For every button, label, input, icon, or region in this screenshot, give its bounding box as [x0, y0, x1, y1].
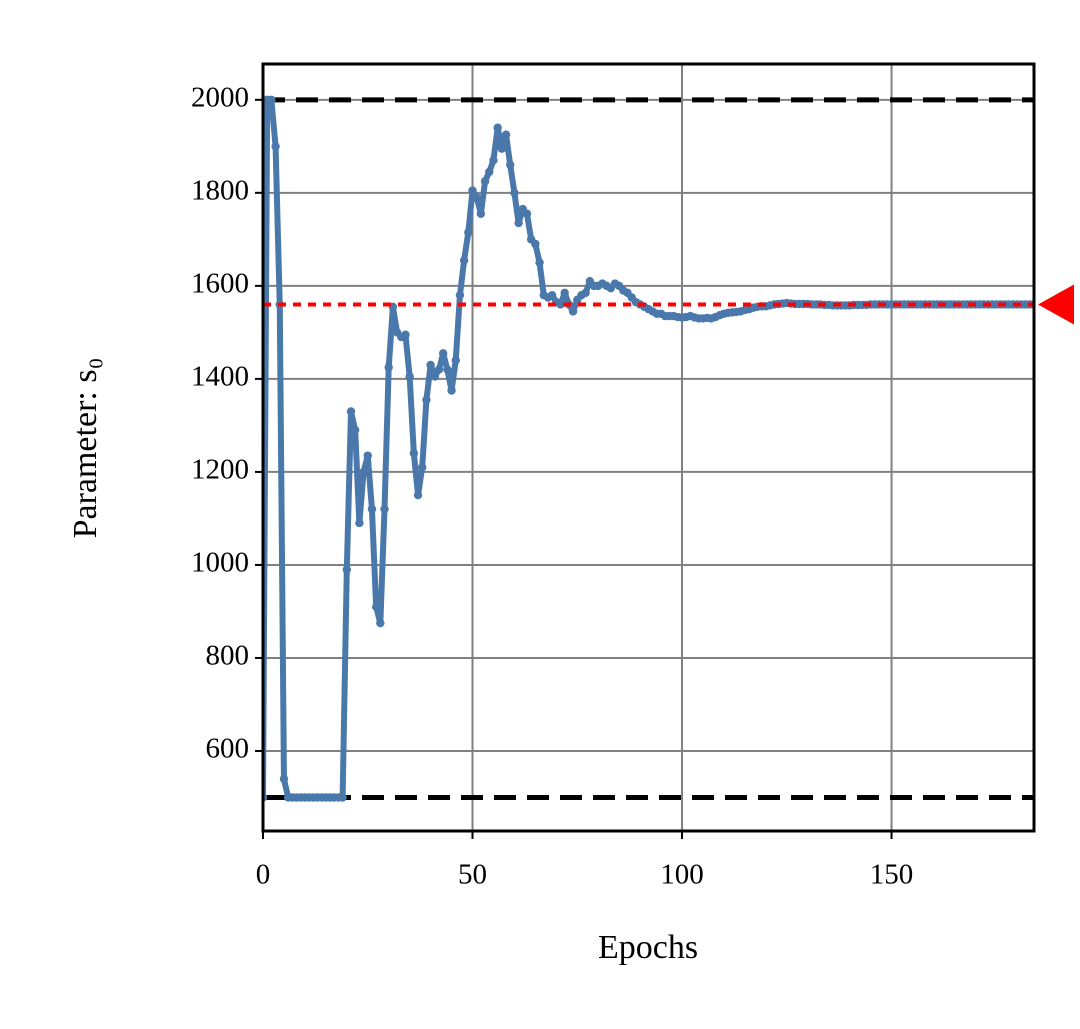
series-point: [367, 504, 377, 514]
series-point: [338, 793, 347, 802]
y-tick-label: 800: [206, 640, 250, 672]
series-point: [514, 218, 523, 228]
y-tick-label: 1800: [191, 174, 249, 206]
series-point: [413, 490, 423, 500]
series-point: [434, 365, 444, 374]
series-point: [363, 451, 372, 460]
series-point: [279, 774, 289, 784]
series-point: [380, 504, 389, 514]
series-point: [359, 467, 368, 477]
series-point: [376, 618, 385, 628]
y-tick-label: 600: [206, 733, 250, 765]
y-tick-label: 1400: [191, 361, 249, 393]
x-tick-label: 0: [256, 859, 271, 891]
series-point: [430, 372, 439, 381]
y-tick-label: 1200: [191, 454, 249, 486]
series-point: [371, 602, 381, 612]
series-point: [568, 307, 578, 316]
series-point: [464, 228, 473, 237]
series-point: [409, 449, 419, 458]
x-tick-label: 100: [660, 859, 704, 891]
axes-frame: [261, 62, 1036, 833]
series-point: [476, 209, 486, 218]
series-point: [468, 186, 477, 195]
y-tick-label: 1600: [191, 268, 249, 300]
series-point: [443, 365, 452, 374]
series-line: [263, 96, 1034, 801]
y-tick-label: 2000: [191, 81, 249, 113]
series-point: [350, 425, 360, 435]
series-point: [480, 177, 490, 186]
series-point: [342, 565, 352, 574]
x-tick-label: 150: [870, 859, 914, 891]
y-axis-label: Parameter: s₀: [67, 358, 104, 539]
series-point: [547, 290, 557, 300]
series-point: [447, 386, 456, 395]
y-tick-label: 1000: [191, 547, 249, 579]
series-point: [384, 363, 393, 372]
series-point: [501, 130, 511, 139]
series-point: [485, 167, 494, 177]
series-point: [497, 144, 507, 153]
series-point: [346, 407, 356, 416]
series-point: [405, 372, 414, 381]
series-point: [459, 256, 469, 265]
series-point: [426, 360, 435, 370]
series-point: [535, 258, 544, 267]
series-point: [271, 142, 280, 151]
x-tick-label: 50: [458, 859, 487, 891]
series-point: [489, 156, 498, 165]
series-point: [455, 290, 465, 300]
series-point: [451, 356, 460, 365]
series-point: [531, 239, 540, 249]
series-point: [418, 463, 427, 472]
series-point: [510, 188, 519, 198]
series-point: [438, 349, 448, 358]
series-point: [422, 395, 431, 405]
series-point: [556, 300, 565, 309]
series-point: [493, 123, 502, 132]
series-point: [522, 209, 532, 218]
target-marker: [1038, 284, 1074, 325]
series-point: [267, 95, 276, 105]
series-point: [401, 330, 410, 339]
series-point: [506, 160, 515, 170]
x-axis-label: Epochs: [598, 929, 698, 966]
series-point: [472, 193, 481, 202]
series-point: [560, 288, 569, 298]
series-point: [581, 288, 590, 298]
series-point: [355, 518, 364, 528]
